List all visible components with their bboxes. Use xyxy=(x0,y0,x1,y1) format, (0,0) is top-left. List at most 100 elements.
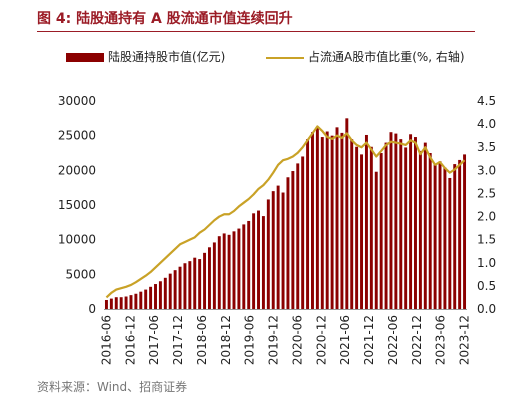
bar-mark xyxy=(286,177,290,309)
right-tick-label: 1.0 xyxy=(477,256,496,270)
bar-mark xyxy=(154,284,157,309)
bar-mark xyxy=(330,135,334,309)
bar-mark xyxy=(404,147,408,309)
bar-mark xyxy=(325,131,329,309)
x-tick-label: 2018-12 xyxy=(219,315,233,365)
bar-mark xyxy=(212,242,216,309)
bar-mark xyxy=(399,139,403,309)
x-tick-label: 2018-06 xyxy=(195,315,209,365)
right-tick-label: 4.5 xyxy=(477,94,496,108)
x-tick-label: 2023-06 xyxy=(434,315,448,365)
bar-mark xyxy=(207,247,211,309)
bar-mark xyxy=(281,192,285,309)
bar-mark xyxy=(315,127,319,309)
bar-mark xyxy=(458,159,462,309)
figure-title-text: 图 4: 陆股通持有 A 股流通市值连续回升 xyxy=(37,11,293,27)
bar-mark xyxy=(178,266,182,309)
legend-swatch-line xyxy=(266,57,304,59)
bar-mark xyxy=(414,137,417,309)
bar-mark xyxy=(114,297,118,309)
right-tick-label: 3.5 xyxy=(477,140,496,154)
bar-mark xyxy=(266,199,270,309)
right-tick-label: 0.0 xyxy=(477,302,496,316)
ratio-line xyxy=(105,125,466,299)
x-tick-label: 2021-12 xyxy=(362,315,376,365)
bar-mark xyxy=(252,213,256,309)
bar-mark xyxy=(129,295,133,309)
left-tick-label: 30000 xyxy=(58,94,96,108)
x-tick-label: 2020-12 xyxy=(314,315,328,365)
bar-mark xyxy=(374,171,378,309)
x-tick-label: 2022-12 xyxy=(410,315,424,365)
bar-mark xyxy=(409,134,413,309)
bar-mark xyxy=(237,228,241,309)
bar-mark xyxy=(144,289,148,309)
bar-mark xyxy=(301,156,305,309)
right-tick-label: 1.5 xyxy=(477,233,496,247)
right-tick-label: 0.5 xyxy=(477,279,496,293)
bar-mark xyxy=(379,153,383,309)
x-tick-label: 2017-12 xyxy=(171,315,185,365)
bar-mark xyxy=(261,216,265,309)
bar-mark xyxy=(124,296,128,309)
bar-mark xyxy=(306,139,310,309)
bar-mark xyxy=(168,273,172,309)
bar-mark xyxy=(198,259,202,309)
bar-mark xyxy=(433,164,437,309)
bar-mark xyxy=(149,286,153,309)
x-tick-label: 2019-12 xyxy=(267,315,281,365)
bar-mark xyxy=(222,233,226,309)
bar-mark xyxy=(163,277,167,309)
bar-mark xyxy=(188,261,192,309)
bar-mark xyxy=(384,142,388,309)
source-note: 资料来源：Wind、招商证券 xyxy=(37,380,188,394)
left-tick-label: 0 xyxy=(88,302,96,316)
bar-mark xyxy=(360,154,363,309)
title-rule xyxy=(37,31,475,32)
bar-mark xyxy=(173,270,177,309)
bar-mark xyxy=(134,293,138,309)
x-tick-label: 2017-06 xyxy=(147,315,161,365)
bar-mark xyxy=(109,298,113,309)
x-tick-label: 2023-12 xyxy=(458,315,472,365)
left-tick-label: 5000 xyxy=(65,267,96,281)
x-tick-label: 2019-06 xyxy=(243,315,257,365)
left-tick-label: 25000 xyxy=(58,129,96,143)
bar-mark xyxy=(389,132,393,309)
bar-mark xyxy=(257,210,260,309)
x-tick-label: 2022-06 xyxy=(386,315,400,365)
bar-mark xyxy=(463,154,467,309)
bar-mark xyxy=(311,132,314,309)
bar-mark xyxy=(104,299,108,309)
x-tick-label: 2020-06 xyxy=(290,315,304,365)
bar-mark xyxy=(364,134,368,309)
bar-mark xyxy=(271,191,275,309)
bar-mark xyxy=(203,252,207,309)
right-tick-label: 3.0 xyxy=(477,163,496,177)
bar-mark xyxy=(291,171,295,309)
bar-mark xyxy=(183,263,187,309)
bar-mark xyxy=(369,146,373,309)
bar-mark xyxy=(355,146,359,309)
bar-mark xyxy=(340,132,344,309)
bar-mark xyxy=(139,291,143,309)
bar-mark xyxy=(217,236,221,309)
bar-mark xyxy=(276,185,280,309)
bar-mark xyxy=(193,257,197,309)
left-tick-label: 20000 xyxy=(58,163,96,177)
bar-mark xyxy=(418,150,422,309)
bar-mark xyxy=(443,167,447,309)
figure-title: 图 4: 陆股通持有 A 股流通市值连续回升 xyxy=(0,0,513,40)
bar-mark xyxy=(345,118,349,309)
bar-mark xyxy=(423,142,427,309)
left-tick-label: 15000 xyxy=(58,198,96,212)
bar-mark xyxy=(428,153,432,309)
bar-mark xyxy=(335,127,339,309)
bar-mark xyxy=(119,297,123,309)
x-tick-label: 2021-06 xyxy=(338,315,352,365)
legend-label-line: 占流通A股市值比重(%, 右轴) xyxy=(308,50,465,64)
x-tick-label: 2016-12 xyxy=(123,315,137,365)
bar-mark xyxy=(320,137,324,309)
legend-label-bars: 陆股通持股市值(亿元) xyxy=(108,50,226,64)
left-tick-label: 10000 xyxy=(58,233,96,247)
